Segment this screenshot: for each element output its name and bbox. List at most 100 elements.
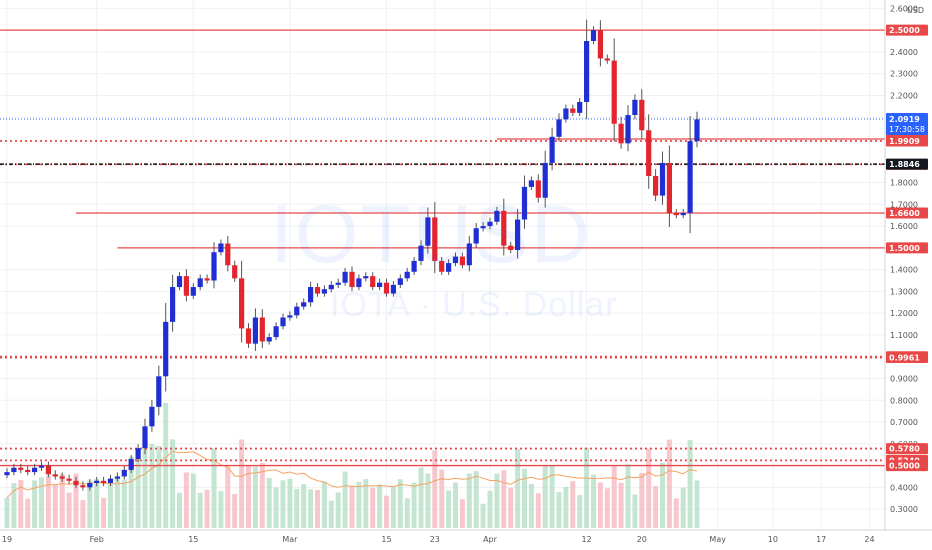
volume-bar [114,476,120,528]
volume-bar [370,487,376,528]
price-tick-label: 0.4000 [890,483,918,492]
time-tick-label: 15 [188,535,198,544]
candle-body-up [321,289,327,294]
volume-bar [404,498,410,528]
price-tick-label: 2.2000 [890,91,918,100]
candle-body-up [32,467,38,473]
price-tick-label: 0.7000 [890,418,918,427]
candle-body-up [121,469,127,477]
candle-body-up [301,302,307,307]
volume-bar [694,480,700,528]
candle-body-up [328,284,334,290]
level-price-label-background [886,443,928,455]
volume-bar [135,449,141,528]
candle-body-up [528,180,534,187]
candle-body-down [204,278,210,281]
volume-bar [128,456,134,528]
candle-body-up [487,221,493,227]
current-price-value: 2.0919 [889,115,920,124]
candle-body-up [590,30,597,42]
volume-bar [673,498,679,528]
candle-body-up [411,260,417,272]
volume-bar [390,487,396,528]
crosshair-price-label-background [886,158,928,170]
level-price-label-text: 2.5000 [889,26,920,35]
volume-bar [308,489,314,528]
volume-bar [459,499,465,528]
time-tick-label: Apr [483,535,498,544]
horizontal-level-lines [0,29,885,467]
price-tick-label: 1.8000 [890,179,918,188]
candle-body-up [515,219,521,251]
candle-body-down [666,162,672,214]
candle-body-down [25,469,31,473]
volume-bar [39,477,44,528]
candle-body-down [570,108,576,113]
volume-bar [121,480,127,528]
candle-body-down [535,180,541,198]
volume-bar [287,478,293,528]
candle-body-down [646,130,652,176]
level-price-label-background [886,352,928,364]
volume-bar [80,500,86,528]
volume-bar [142,441,148,528]
volume-bar [397,479,403,528]
candle-body-up [521,186,528,220]
volume-bar [411,482,417,528]
time-tick-label: May [709,535,726,544]
candlesticks [4,19,700,491]
candle-body-down [52,474,58,477]
candle-body-down [225,243,231,266]
volume-bar [170,439,176,528]
time-tick-label: Feb [90,535,104,544]
candle-body-up [694,119,700,142]
volume-bar [377,484,383,528]
time-axis[interactable]: 19 Feb 15 Mar 15 23 Apr 12 20 May 10 17 24 [0,529,932,544]
candle-body-up [211,252,217,281]
candle-body-up [252,317,258,344]
candle-body-down [439,260,445,272]
volume-bar [418,467,424,528]
currency-label: USD [907,6,924,15]
candle-body-up [452,256,459,264]
candle-body-up [494,210,500,222]
candle-body-up [170,287,176,322]
candle-body-up [149,406,155,427]
candle-body-up [11,467,17,473]
candle-body-down [611,60,617,124]
volume-bar [522,468,527,528]
price-tick-label: 0.3000 [890,505,918,514]
level-price-label-background [886,24,928,36]
volume-bar [177,492,182,528]
volume-bar [25,498,31,528]
candle-body-up [128,459,134,470]
candle-body-down [639,99,645,131]
volume-bar [328,500,334,528]
candle-body-up [4,472,10,476]
candle-body-down [45,465,51,475]
price-tick-label: 1.4000 [890,266,918,275]
volume-bar [494,473,500,528]
volume-bar [653,486,659,528]
volume-bar [356,481,362,528]
candle-body-down [604,58,610,61]
volume-bar [225,467,231,528]
volume-bar [66,492,72,528]
volume-bar [52,484,58,528]
time-tick-label: 24 [864,535,874,544]
level-price-label-background [886,207,928,219]
volume-bar [508,487,514,528]
time-tick-label: 20 [637,535,647,544]
candle-body-up [680,213,686,216]
candle-body-up [687,141,693,214]
volume-bar [87,480,93,528]
candle-body-down [597,30,603,59]
volume-bar [335,492,341,528]
candle-body-up [280,317,286,327]
candle-body-up [356,278,362,288]
candle-body-up [446,263,452,272]
candle-body-down [66,478,72,481]
candle-body-down [314,287,321,294]
volume-bar [73,473,79,528]
